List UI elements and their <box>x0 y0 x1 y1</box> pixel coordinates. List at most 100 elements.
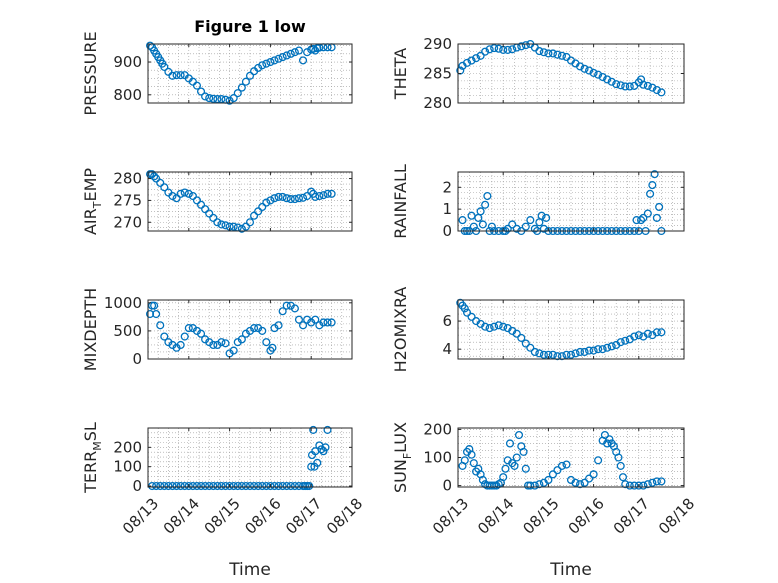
data-point <box>250 481 259 491</box>
data-point <box>188 191 197 201</box>
data-point <box>305 481 314 491</box>
data-point <box>156 481 165 491</box>
data-point <box>639 481 648 490</box>
data-point <box>557 461 567 470</box>
data-point <box>188 481 197 491</box>
data-point <box>205 481 214 491</box>
data-point <box>630 481 639 490</box>
data-point <box>152 309 161 319</box>
ylabel-0: PRESSURE <box>81 31 100 115</box>
data-point <box>478 220 487 229</box>
y-tick-label: 1000 <box>104 294 142 312</box>
data-point <box>213 95 222 104</box>
data-point <box>553 466 562 475</box>
data-point <box>313 458 322 467</box>
axes-box-5 <box>457 299 685 360</box>
data-point <box>250 324 259 333</box>
data-point <box>237 224 246 233</box>
data-point <box>262 198 271 207</box>
series-6-0 <box>148 425 332 491</box>
data-point <box>646 189 655 198</box>
data-point <box>539 48 548 57</box>
data-point <box>327 189 336 198</box>
data-point <box>580 478 589 487</box>
data-point <box>607 77 616 86</box>
data-point <box>643 209 652 218</box>
series-7-0 <box>458 430 666 490</box>
data-point <box>176 189 185 198</box>
data-point <box>548 470 557 479</box>
data-point <box>521 464 530 473</box>
data-point <box>184 481 193 491</box>
data-point <box>270 56 279 65</box>
data-point <box>290 304 299 313</box>
data-point <box>145 309 155 319</box>
data-point <box>209 213 218 222</box>
y-tick-label: 280 <box>113 170 142 188</box>
data-point <box>485 324 494 333</box>
data-point <box>160 332 169 341</box>
data-point <box>462 308 472 317</box>
data-point <box>196 87 206 96</box>
ylabel-7: SUNFLUX <box>391 422 414 493</box>
data-point <box>294 194 304 203</box>
ylabel-5: H2OMIXRA <box>391 287 410 373</box>
data-point <box>469 222 478 231</box>
data-point <box>605 435 614 444</box>
data-point <box>639 80 648 89</box>
data-point <box>221 339 230 348</box>
xlabel-7: Time <box>549 560 592 580</box>
data-point <box>499 322 508 331</box>
ylabel-2: AIRTEMP <box>81 168 104 235</box>
data-point <box>519 447 528 456</box>
data-point <box>282 51 291 60</box>
data-point <box>580 347 589 357</box>
data-point <box>192 481 202 491</box>
data-point <box>505 439 515 448</box>
data-point <box>319 447 328 456</box>
data-point <box>309 425 318 434</box>
data-point <box>494 44 503 53</box>
data-point <box>460 456 469 465</box>
data-point <box>160 62 169 71</box>
data-point <box>172 71 181 80</box>
data-point <box>625 481 634 490</box>
data-point <box>575 480 585 489</box>
data-point <box>514 430 524 440</box>
y-tick-label: 900 <box>113 53 142 71</box>
data-point <box>616 461 625 470</box>
y-tick-label: 200 <box>113 438 142 456</box>
data-point <box>594 345 603 354</box>
data-point <box>530 224 539 233</box>
data-point <box>616 81 625 90</box>
data-point <box>262 338 271 347</box>
data-point <box>323 189 332 198</box>
y-tick-label: 1 <box>442 200 452 218</box>
data-point <box>307 187 316 196</box>
data-point <box>639 213 648 222</box>
data-point <box>621 82 630 91</box>
y-tick-label: 6 <box>442 312 452 330</box>
grid-3 <box>457 172 685 232</box>
data-point <box>548 350 557 359</box>
data-point <box>201 205 210 214</box>
data-point <box>233 481 242 491</box>
data-point <box>634 481 643 490</box>
data-point <box>503 45 512 54</box>
data-point <box>503 224 512 233</box>
data-point <box>571 349 580 358</box>
y-tick-label: 0 <box>442 477 452 495</box>
data-point <box>209 481 218 491</box>
data-point <box>237 83 246 92</box>
y-tick-label: 2 <box>442 178 452 196</box>
data-point <box>537 211 546 220</box>
data-point <box>614 453 623 462</box>
data-point <box>245 218 255 227</box>
data-point <box>229 481 238 491</box>
data-point <box>616 338 625 347</box>
data-point <box>517 42 526 51</box>
data-point <box>548 49 557 58</box>
data-point <box>594 456 603 465</box>
data-point <box>282 301 291 310</box>
data-point <box>168 191 177 201</box>
